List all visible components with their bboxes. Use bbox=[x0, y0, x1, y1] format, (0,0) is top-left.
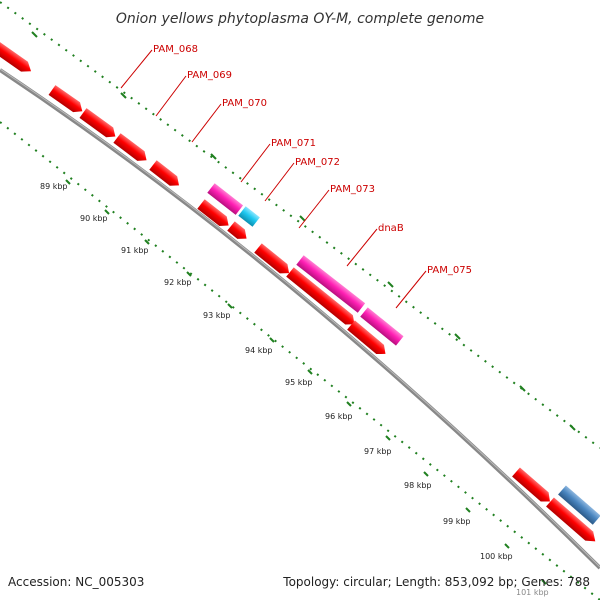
tick-label-92: 92 kbp bbox=[164, 278, 192, 287]
gene-arrow-pam-070[interactable] bbox=[113, 133, 150, 165]
gene-arrow-pam-069[interactable] bbox=[79, 108, 118, 141]
gene-arrow-inner-7[interactable] bbox=[546, 497, 599, 545]
outer-dotted-ruler bbox=[0, 1, 600, 449]
label-leaders bbox=[120, 49, 427, 309]
gene-label-pam-069: PAM_069 bbox=[187, 70, 232, 81]
inner-ruler-ticks bbox=[65, 179, 547, 585]
outer-ruler-ticks bbox=[31, 31, 576, 431]
gene-arrow-pam-068[interactable] bbox=[48, 85, 86, 116]
gene-arrow-outer-far[interactable] bbox=[558, 485, 600, 525]
inner-dotted-ruler bbox=[0, 121, 600, 600]
gene-arrow-inner-1[interactable] bbox=[197, 199, 232, 230]
tick-label-99: 99 kbp bbox=[443, 517, 471, 526]
tick-label-100: 100 kbp bbox=[480, 552, 513, 561]
gene-label-pam-068: PAM_068 bbox=[153, 44, 198, 55]
accession-text: Accession: NC_005303 bbox=[8, 575, 144, 589]
tick-label-89: 89 kbp bbox=[40, 182, 68, 191]
gene-arrow-inner-6[interactable] bbox=[512, 467, 554, 506]
tick-label-95: 95 kbp bbox=[285, 378, 313, 387]
gene-label-pam-072: PAM_072 bbox=[295, 157, 340, 168]
genome-summary-text: Topology: circular; Length: 853,092 bp; … bbox=[282, 575, 590, 589]
gene-label-dnab: dnaB bbox=[378, 223, 404, 234]
tick-label-94: 94 kbp bbox=[245, 346, 273, 355]
map-title: Onion yellows phytoplasma OY-M, complete… bbox=[116, 11, 484, 27]
tick-label-97: 97 kbp bbox=[364, 447, 392, 456]
tick-label-91: 91 kbp bbox=[121, 246, 149, 255]
genome-backbone-highlight bbox=[0, 68, 600, 568]
tick-label-96: 96 kbp bbox=[325, 412, 353, 421]
gene-arrow-inner-2[interactable] bbox=[227, 221, 250, 243]
gene-label-pam-075: PAM_075 bbox=[427, 265, 472, 276]
gene-arrow-inner-3[interactable] bbox=[254, 243, 293, 277]
gene-label-pam-071: PAM_071 bbox=[271, 138, 316, 149]
gene-arrow-inner-5[interactable] bbox=[347, 320, 389, 358]
gene-arrow-inner-4[interactable] bbox=[286, 267, 358, 329]
gene-arrow-pam-067[interactable] bbox=[0, 41, 34, 76]
gene-arrow-pam-070b[interactable] bbox=[149, 160, 182, 190]
gene-arrow-dnab[interactable] bbox=[296, 255, 366, 313]
tick-label-93: 93 kbp bbox=[203, 311, 231, 320]
gene-arrow-pam-075[interactable] bbox=[360, 307, 404, 346]
genome-backbone bbox=[0, 68, 600, 570]
gene-arrow-pam-071[interactable] bbox=[207, 183, 244, 215]
gene-label-pam-073: PAM_073 bbox=[330, 184, 375, 195]
tick-label-90: 90 kbp bbox=[80, 214, 108, 223]
gene-arrow-pam-072[interactable] bbox=[238, 206, 260, 227]
tick-label-101: 101 kbp bbox=[516, 588, 549, 597]
tick-label-98: 98 kbp bbox=[404, 481, 432, 490]
gene-label-pam-070: PAM_070 bbox=[222, 98, 267, 109]
